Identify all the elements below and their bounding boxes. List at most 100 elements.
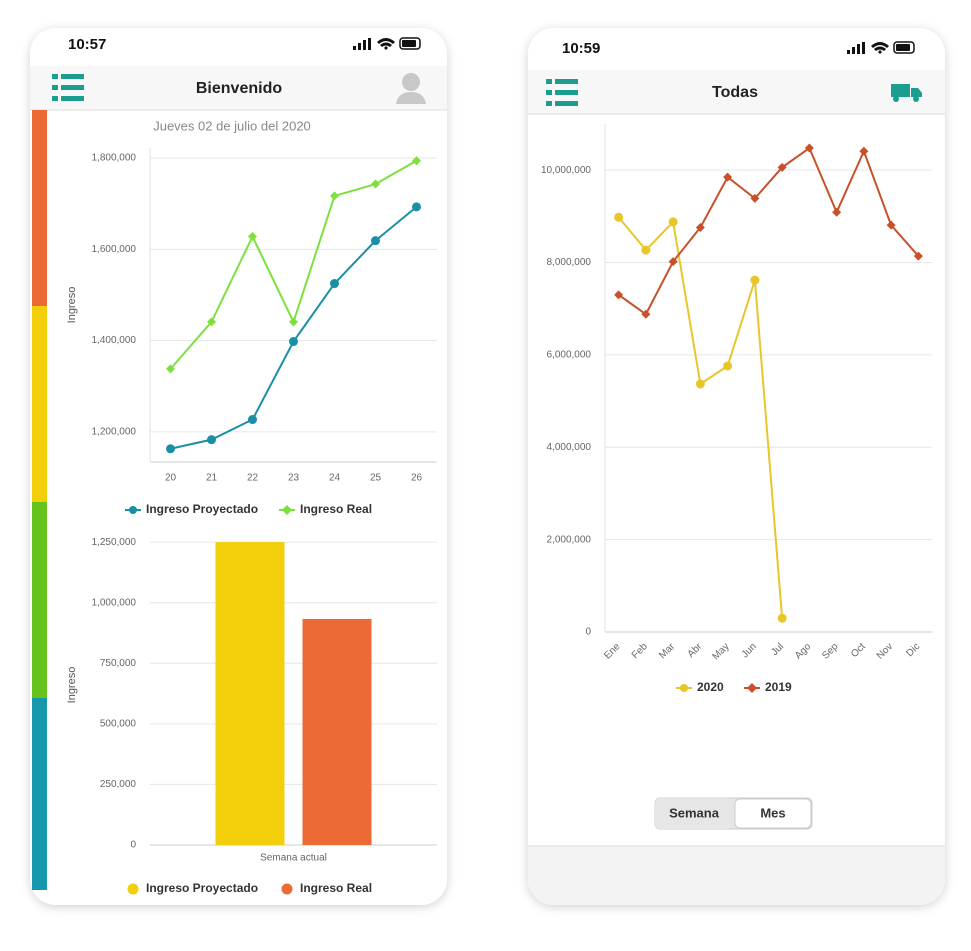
phone-right: 10:59 Todas Semana Mes [528,28,945,905]
segment-label: Mes [760,805,785,820]
data-line [618,146,920,316]
data-point [289,337,298,347]
data-point [207,435,216,445]
x-tick-label: 25 [370,473,382,484]
y-tick-label: 1,250,000 [92,537,137,548]
data-point [614,212,624,222]
data-point [330,191,339,201]
status-time: 10:57 [68,36,106,53]
header-bar [30,66,447,110]
data-point [913,251,923,261]
y-axis-label: Ingreso [66,287,78,324]
y-tick-label: 4,000,000 [547,442,592,453]
data-point [886,220,896,230]
data-point [804,143,814,153]
data-point [412,156,421,166]
segment-button[interactable] [655,798,733,829]
segment-control: Semana Mes [654,797,813,830]
legend-label: Ingreso Real [300,502,372,516]
x-tick-label: Semana actual [260,853,327,864]
y-tick-label: 1,800,000 [92,153,137,164]
y-tick-label: 1,200,000 [92,427,137,438]
header-title: Bienvenido [196,80,282,97]
data-point [641,245,651,255]
date-label: Jueves 02 de julio del 2020 [153,118,311,133]
data-point [166,444,175,454]
status-icons [847,41,915,54]
legend-marker [747,683,757,693]
data-point [641,309,651,319]
legend-label: Ingreso Proyectado [146,881,258,895]
data-point [166,364,175,374]
phone-frame [528,28,945,905]
y-tick-label: 1,400,000 [92,335,137,346]
data-point [695,379,705,389]
legend-label: Ingreso Proyectado [146,502,258,516]
y-tick-label: 750,000 [100,658,137,669]
data-point [289,317,298,327]
y-tick-label: 1,600,000 [92,244,137,255]
data-point [859,146,869,156]
x-tick-label: 22 [247,473,259,484]
data-point [668,217,678,227]
y-tick-label: 500,000 [100,718,137,729]
legend-marker [281,883,293,895]
data-point [777,613,787,623]
data-point [832,207,842,217]
bar [215,542,285,845]
legend-marker [127,883,139,895]
data-point [695,222,705,232]
y-tick-label: 0 [585,627,591,638]
legend-marker [282,505,292,515]
data-point [412,202,421,212]
color-strip [32,502,47,698]
legend-marker [129,506,137,514]
y-tick-label: 6,000,000 [547,350,592,361]
data-point [668,257,678,267]
header-bar [528,70,945,114]
x-tick-label: 24 [329,473,341,484]
x-tick-label: 21 [206,473,218,484]
y-tick-label: 1,000,000 [92,597,137,608]
data-point [723,361,733,371]
y-tick-label: 8,000,000 [547,257,592,268]
x-tick-label: 20 [165,473,177,484]
y-tick-label: 250,000 [100,779,137,790]
legend-label: 2019 [765,680,792,694]
y-tick-label: 0 [130,840,136,851]
x-tick-label: 26 [411,473,423,484]
menu-button[interactable] [52,74,84,101]
menu-button[interactable] [546,79,578,106]
segment-label: Semana [669,805,720,820]
data-point [330,279,339,289]
data-point [248,232,257,242]
data-point [777,162,787,172]
data-point [248,415,257,425]
data-point [207,317,216,327]
bottom-bar [528,846,945,905]
x-tick-label: 23 [288,473,300,484]
data-point [750,275,760,285]
y-tick-label: 10,000,000 [541,165,591,176]
color-strip [32,306,47,502]
status-time: 10:59 [562,40,600,57]
truck-button[interactable] [891,84,922,102]
data-point [723,172,733,182]
data-point [614,290,624,300]
color-strip [32,110,47,306]
legend-label: Ingreso Real [300,881,372,895]
profile-button[interactable] [396,73,426,104]
legend-marker [680,684,688,692]
y-axis-label: Ingreso [66,667,78,704]
data-point [750,193,760,203]
data-point [371,236,380,246]
status-icons [353,37,421,50]
color-strip [32,698,47,890]
header-title: Todas [712,84,758,101]
y-tick-label: 2,000,000 [547,534,592,545]
data-point [371,179,380,189]
bar [302,618,372,845]
segment-button-selected[interactable] [734,798,812,829]
legend-label: 2020 [697,680,724,694]
